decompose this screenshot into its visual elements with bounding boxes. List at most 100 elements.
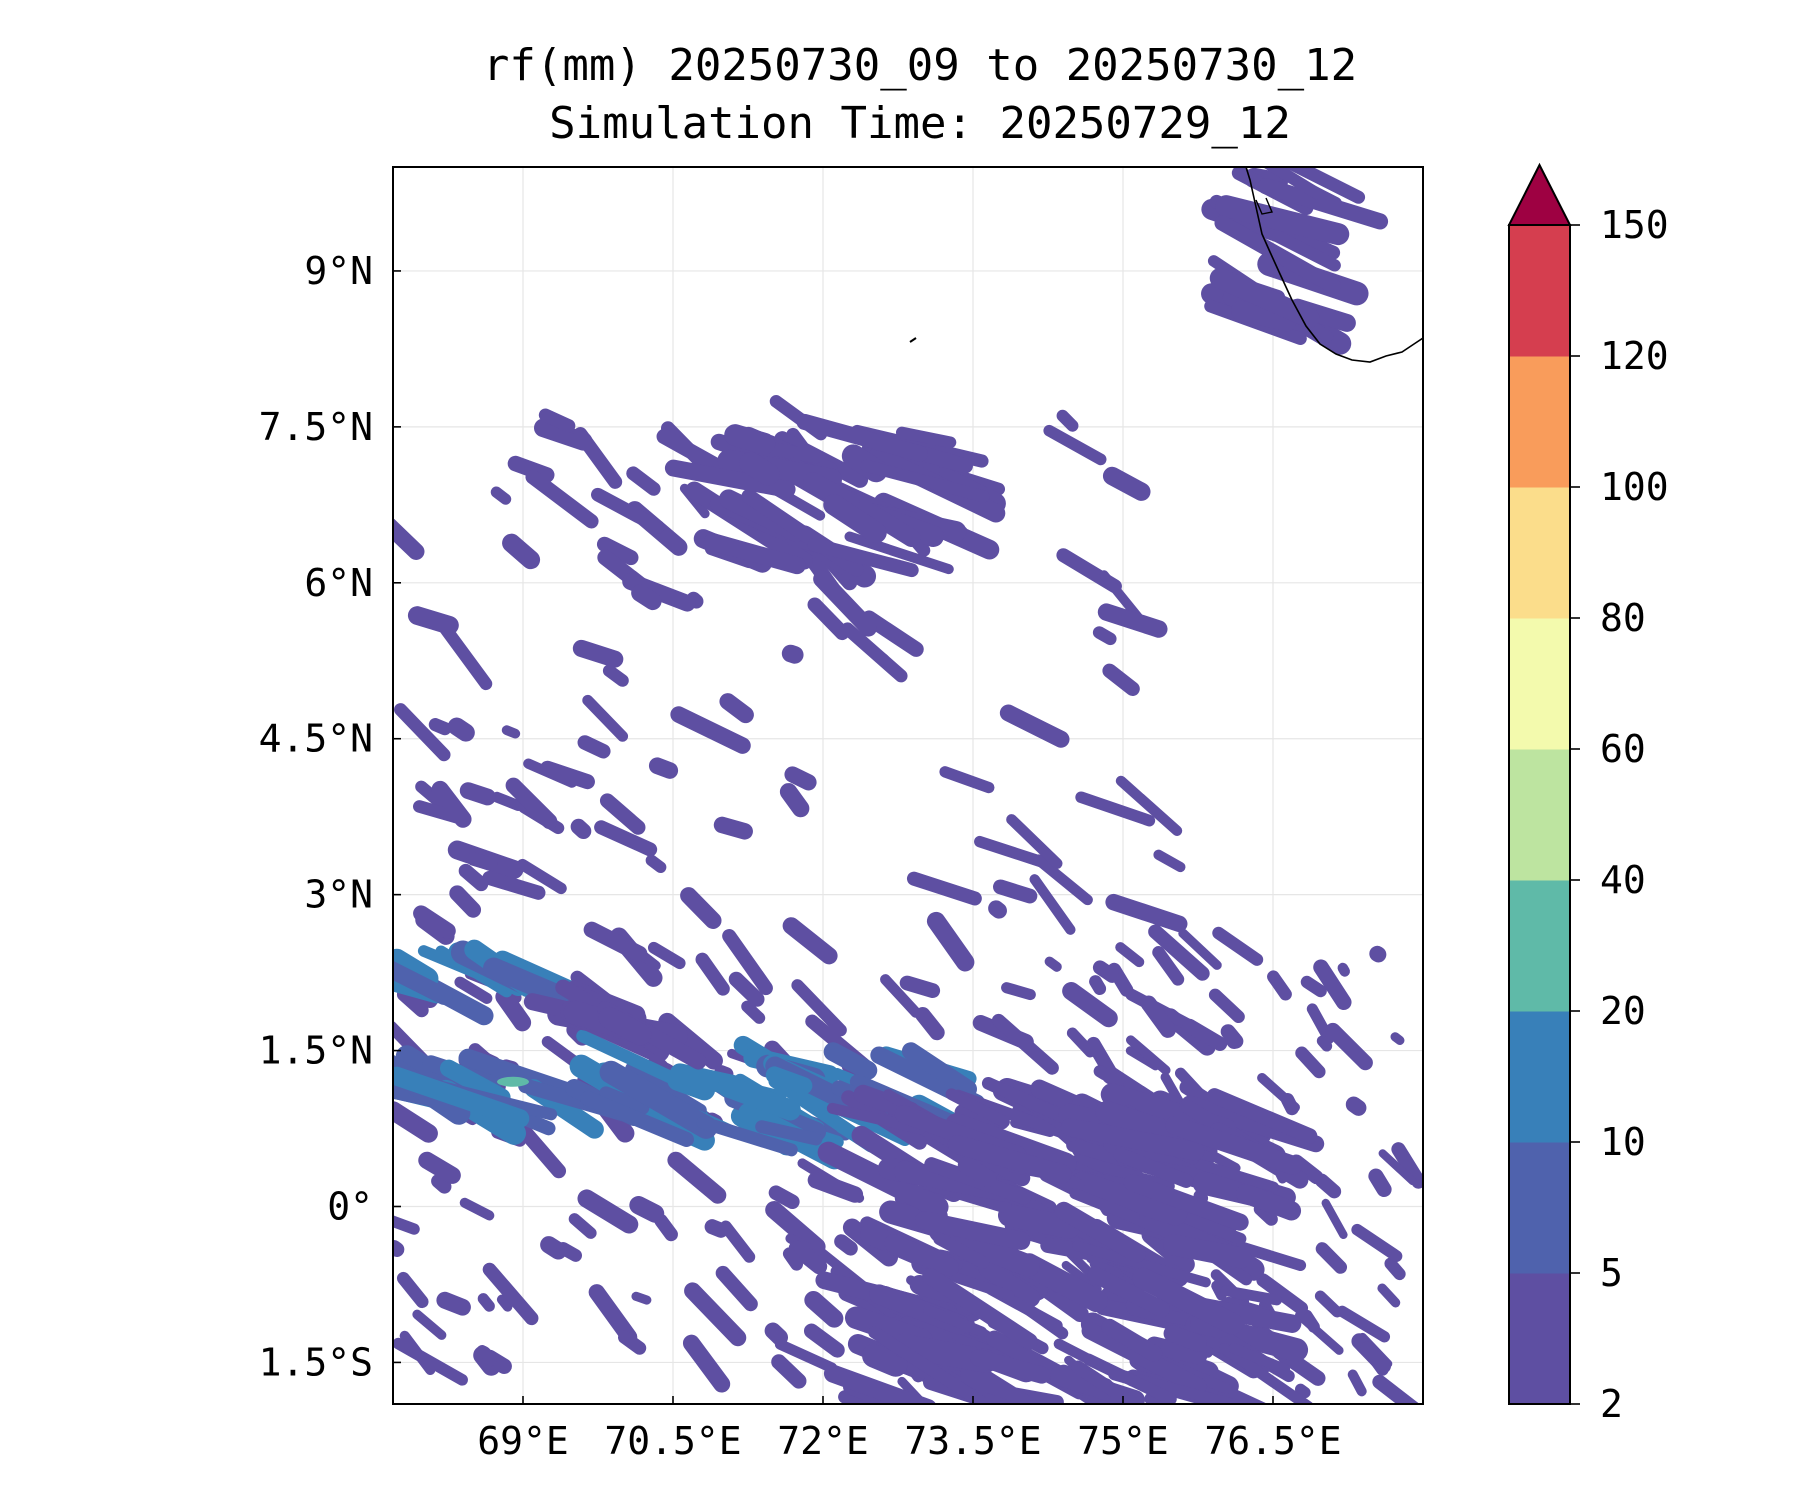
rain-streak [997, 1204, 1081, 1239]
rain-streak [539, 760, 595, 790]
rain-streak [741, 1000, 766, 1024]
rain-streak [981, 1076, 1082, 1129]
colorbar-segment [1509, 356, 1570, 488]
rain-streak [1075, 791, 1156, 827]
rain-streak [538, 408, 576, 433]
rain-streak [1313, 959, 1352, 1011]
rain-streak [1179, 1099, 1219, 1129]
rain-streak [1056, 409, 1079, 432]
rain-streak [618, 1330, 647, 1355]
colorbar-label: 20 [1600, 989, 1646, 1033]
rain-streak [573, 427, 623, 489]
rain-streak [1062, 981, 1118, 1028]
rain-streak [631, 584, 662, 611]
rain-streak [1235, 1183, 1302, 1221]
rain-streak [782, 917, 838, 965]
rain-streak [1006, 814, 1063, 869]
y-tick-label: 1.5°S [259, 1340, 373, 1384]
rain-streak [782, 1247, 804, 1271]
rain-streak [393, 943, 453, 1005]
rain-streak [880, 974, 922, 1018]
x-tick-label: 72°E [777, 1419, 869, 1463]
colorbar-label: 150 [1600, 203, 1669, 247]
rain-streak [431, 780, 472, 828]
colorbar-segment [1509, 1011, 1570, 1143]
rain-streak [724, 424, 776, 455]
rain-streak [516, 858, 567, 895]
rain-streak [1066, 1027, 1096, 1058]
rain-streak [1214, 215, 1342, 294]
rain-streak [952, 1089, 1078, 1142]
rain-streak [556, 1241, 583, 1262]
colorbar-segment [1509, 618, 1570, 750]
coastline-inlet [1255, 197, 1273, 215]
x-tick-label: 76.5°E [1204, 1419, 1341, 1463]
rain-streak [393, 1066, 530, 1128]
rain-streak [817, 1141, 949, 1218]
rain-streak [841, 622, 908, 683]
rain-streak [598, 1006, 652, 1046]
title-line-2: Simulation Time: 20250729_12 [549, 98, 1291, 149]
colorbar-frame [1508, 224, 1571, 1405]
rain-streak [502, 533, 541, 570]
rain-streak [1208, 988, 1245, 1024]
rain-streak [393, 1210, 420, 1235]
colorbar-label: 10 [1600, 1120, 1646, 1164]
rain-streak [739, 451, 780, 486]
rain-streak [533, 418, 593, 451]
y-tick-label: 1.5°N [259, 1029, 373, 1073]
rain-streak [1316, 1035, 1333, 1052]
rain-streak [1336, 1305, 1391, 1343]
rain-streak [834, 1234, 858, 1256]
colorbar-label: 2 [1600, 1382, 1623, 1426]
rain-streak [1086, 1036, 1124, 1091]
rain-streak [594, 820, 658, 857]
rain-streak [596, 536, 639, 566]
rain-streak [1315, 1242, 1348, 1274]
y-tick-label: 9°N [304, 249, 373, 293]
rain-streak [1033, 854, 1093, 906]
rain-streak [991, 1013, 1059, 1075]
rain-streak [1115, 942, 1145, 968]
rain-streak [1087, 1266, 1170, 1318]
rain-streak [667, 1151, 727, 1204]
rain-streak [413, 800, 463, 824]
rain-streak [394, 703, 451, 762]
rain-streak [458, 863, 489, 892]
rain-streak [396, 1271, 429, 1309]
india-coastline [1245, 167, 1423, 363]
rain-streak [717, 1076, 801, 1121]
rain-streak [901, 1042, 978, 1098]
coastline [909, 167, 1423, 363]
rain-streak [1211, 1280, 1227, 1301]
rain-streak [764, 1322, 789, 1346]
rain-streak [826, 1102, 927, 1135]
rain-streak [899, 975, 941, 999]
rain-streak [1163, 1325, 1208, 1352]
rain-streak [915, 1007, 945, 1041]
rain-streak [860, 459, 990, 503]
rain-streak [449, 885, 482, 918]
rain-streak [626, 466, 661, 496]
x-tick-label: 70.5°E [604, 1419, 741, 1463]
rain-streak [647, 941, 686, 970]
rain-streak [1377, 1283, 1401, 1308]
rain-streak [704, 1219, 729, 1238]
rain-streak [459, 782, 496, 806]
rain-streak [428, 718, 452, 736]
rain-streak [1054, 1201, 1146, 1263]
rain-streak [631, 1291, 652, 1305]
colorbar-segment [1509, 880, 1570, 1012]
rain-streak [1163, 1234, 1252, 1269]
rain-streak [393, 516, 425, 560]
y-tick-label: 4.5°N [259, 717, 373, 761]
rain-streak [491, 791, 524, 811]
rain-streak [926, 911, 975, 972]
rain-streak [439, 622, 493, 691]
rain-streak [1105, 893, 1188, 933]
rain-streak [490, 486, 512, 505]
rain-streak [788, 1240, 828, 1275]
colorbar-label: 120 [1600, 334, 1669, 378]
rain-streak [1029, 874, 1076, 935]
rain-streak [1071, 1360, 1162, 1404]
